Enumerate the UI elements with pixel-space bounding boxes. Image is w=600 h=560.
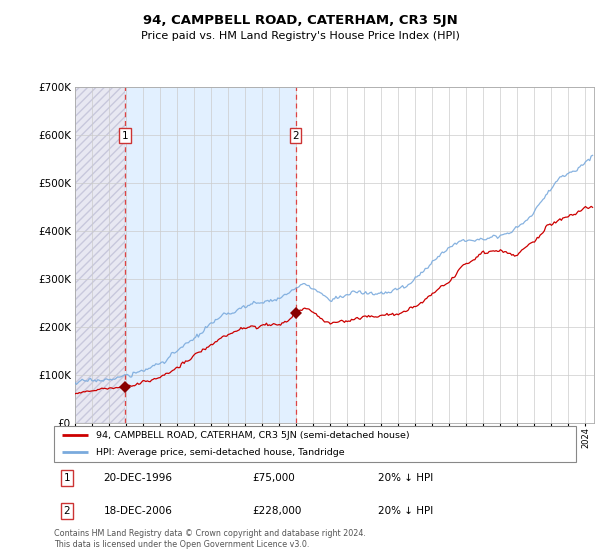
- Bar: [125, 87, 296, 423]
- Text: 94, CAMPBELL ROAD, CATERHAM, CR3 5JN (semi-detached house): 94, CAMPBELL ROAD, CATERHAM, CR3 5JN (se…: [96, 431, 409, 440]
- Text: 20% ↓ HPI: 20% ↓ HPI: [377, 506, 433, 516]
- Text: 18-DEC-2006: 18-DEC-2006: [104, 506, 172, 516]
- Text: 94, CAMPBELL ROAD, CATERHAM, CR3 5JN: 94, CAMPBELL ROAD, CATERHAM, CR3 5JN: [143, 14, 457, 27]
- Text: Contains HM Land Registry data © Crown copyright and database right 2024.
This d: Contains HM Land Registry data © Crown c…: [54, 529, 366, 549]
- Text: 1: 1: [64, 473, 70, 483]
- Text: £75,000: £75,000: [253, 473, 295, 483]
- Bar: [75, 87, 125, 423]
- Text: 20-DEC-1996: 20-DEC-1996: [104, 473, 173, 483]
- Text: £228,000: £228,000: [253, 506, 302, 516]
- Text: HPI: Average price, semi-detached house, Tandridge: HPI: Average price, semi-detached house,…: [96, 447, 344, 456]
- FancyBboxPatch shape: [54, 426, 576, 462]
- Text: 2: 2: [64, 506, 70, 516]
- Text: 1: 1: [122, 130, 128, 141]
- Text: Price paid vs. HM Land Registry's House Price Index (HPI): Price paid vs. HM Land Registry's House …: [140, 31, 460, 41]
- Text: 20% ↓ HPI: 20% ↓ HPI: [377, 473, 433, 483]
- Text: 2: 2: [292, 130, 299, 141]
